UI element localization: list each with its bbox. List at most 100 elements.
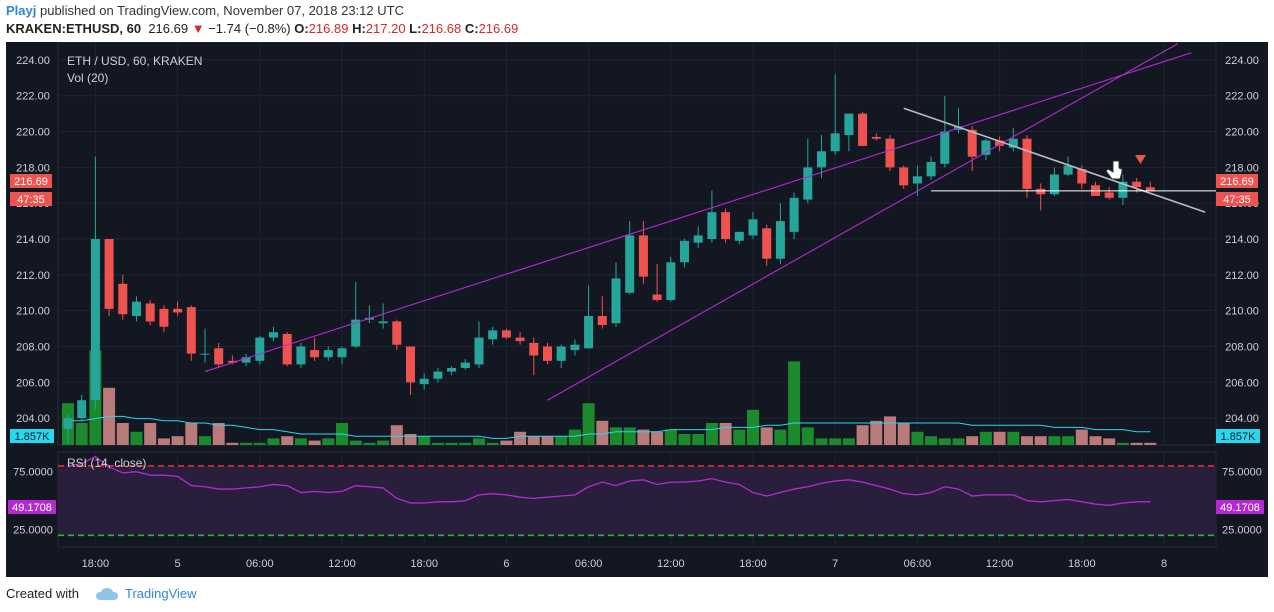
volume-bar <box>1116 442 1129 445</box>
volume-badge-right: 1.857K <box>1216 429 1260 443</box>
volume-bar <box>938 438 951 445</box>
countdown-badge-right: 47:35 <box>1216 192 1258 206</box>
x-tick-label: 5 <box>175 558 181 570</box>
x-tick-label: 12:00 <box>986 558 1014 570</box>
tradingview-brand-text: TradingView <box>124 586 197 601</box>
candle-body <box>460 362 470 368</box>
candle-body <box>515 337 525 342</box>
y-tick-label-left: 220.00 <box>16 127 50 139</box>
candle-body <box>104 239 114 309</box>
candle-body <box>159 308 169 327</box>
rsi-badge-left: 49.1708 <box>8 500 56 514</box>
high-value: 217.20 <box>365 21 406 36</box>
chart-title: ETH / USD, 60, KRAKEN <box>67 54 202 68</box>
chart-container[interactable]: 224.00 224.00 222.00 222.00 220.00 220.00 218.… <box>6 41 1268 577</box>
candle-body <box>556 346 566 361</box>
y-tick-label-left: 204.00 <box>16 413 50 425</box>
x-tick-label: 18:00 <box>739 558 767 570</box>
candle-body <box>132 301 141 317</box>
candle-body <box>734 231 744 241</box>
candle-body <box>90 239 100 401</box>
volume-bar <box>308 440 321 445</box>
candle-body <box>145 303 155 322</box>
rsi-tick-label-right: 25.0000 <box>1222 525 1262 537</box>
volume-bar <box>952 438 965 445</box>
volume-bar <box>541 436 554 445</box>
volume-bar <box>418 436 431 445</box>
y-tick-label-right: 220.00 <box>1225 127 1259 139</box>
grid <box>57 41 1217 548</box>
volume-bar <box>582 403 595 445</box>
volume-badge-left: 1.857K <box>10 429 54 443</box>
candle-body <box>351 319 361 347</box>
candle-body <box>337 348 347 358</box>
volume-bar <box>1130 442 1143 445</box>
price-badge-left: 216.69 <box>10 174 52 188</box>
tradingview-link[interactable]: TradingView <box>85 586 197 601</box>
high-label: H: <box>352 21 366 36</box>
candle-body <box>227 360 237 363</box>
y-tick-label-right: 218.00 <box>1225 162 1259 174</box>
rsi-band <box>58 465 1216 537</box>
volume-bar <box>705 423 718 445</box>
x-tick-label: 12:00 <box>657 558 685 570</box>
x-tick-label: 8 <box>1161 558 1167 570</box>
candle-body <box>652 294 662 300</box>
rsi-band-fill <box>58 465 1216 536</box>
candle-body <box>1145 187 1155 191</box>
footer: Created with TradingView <box>6 586 197 601</box>
volume-bar <box>267 438 280 445</box>
y-tick-label-right: 210.00 <box>1225 306 1259 318</box>
volume-bar <box>856 425 869 445</box>
volume-bar <box>966 436 979 445</box>
y-tick-label-right: 224.00 <box>1225 55 1259 67</box>
close-value: 216.69 <box>478 21 519 36</box>
x-tick-label: 06:00 <box>575 558 603 570</box>
volume-bar <box>514 431 527 445</box>
y-tick-label-left: 214.00 <box>16 234 50 246</box>
volume-bar <box>979 431 992 445</box>
volume-bar <box>390 425 403 445</box>
price-change: −1.74 (−0.8%) <box>208 21 291 36</box>
volume-bar <box>719 423 732 445</box>
volume-bar <box>993 431 1006 445</box>
y-tick-label-left: 212.00 <box>16 270 50 282</box>
candle-body <box>1077 169 1087 184</box>
volume-bar <box>294 438 307 445</box>
volume-bar <box>157 438 170 445</box>
volume-bar <box>870 420 883 445</box>
candle-body <box>611 278 621 324</box>
drawn-lines[interactable] <box>204 43 1216 401</box>
volume-bar <box>527 436 540 445</box>
y-tick-label-left: 218.00 <box>16 162 50 174</box>
y-tick-label-right: 204.00 <box>1225 413 1259 425</box>
candle-body <box>995 140 1005 146</box>
volume-bar <box>459 442 472 445</box>
volume-bar <box>568 429 581 445</box>
candle-body <box>762 228 772 259</box>
candle-body <box>858 113 868 146</box>
x-tick-label: 06:00 <box>904 558 932 570</box>
trend-line <box>547 43 1178 401</box>
axes: 224.00 224.00 222.00 222.00 220.00 220.00 218.… <box>13 55 1262 570</box>
volume-bar <box>363 442 376 445</box>
y-tick-label-left: 210.00 <box>16 306 50 318</box>
down-arrow-icon: ▼ <box>191 21 205 36</box>
candle-body <box>1063 165 1073 175</box>
rsi-polyline <box>67 455 1151 506</box>
rsi-line <box>67 455 1151 506</box>
y-tick-label-left: 222.00 <box>16 91 50 103</box>
author-link[interactable]: Playj <box>6 3 37 18</box>
created-with-text: Created with <box>6 586 79 601</box>
candle-body <box>721 212 731 240</box>
candle-body <box>844 113 854 136</box>
volume-bar <box>130 431 143 445</box>
candle-body <box>748 219 758 236</box>
price-chart[interactable]: 224.00 224.00 222.00 222.00 220.00 220.00 218.… <box>6 41 1268 577</box>
candle-body <box>1104 192 1114 198</box>
rsi-badge-right: 49.1708 <box>1216 500 1264 514</box>
x-tick-label: 18:00 <box>410 558 438 570</box>
countdown-badge-left: 47:35 <box>10 192 52 206</box>
volume-bar <box>1144 442 1157 445</box>
candle-body <box>1036 188 1046 195</box>
